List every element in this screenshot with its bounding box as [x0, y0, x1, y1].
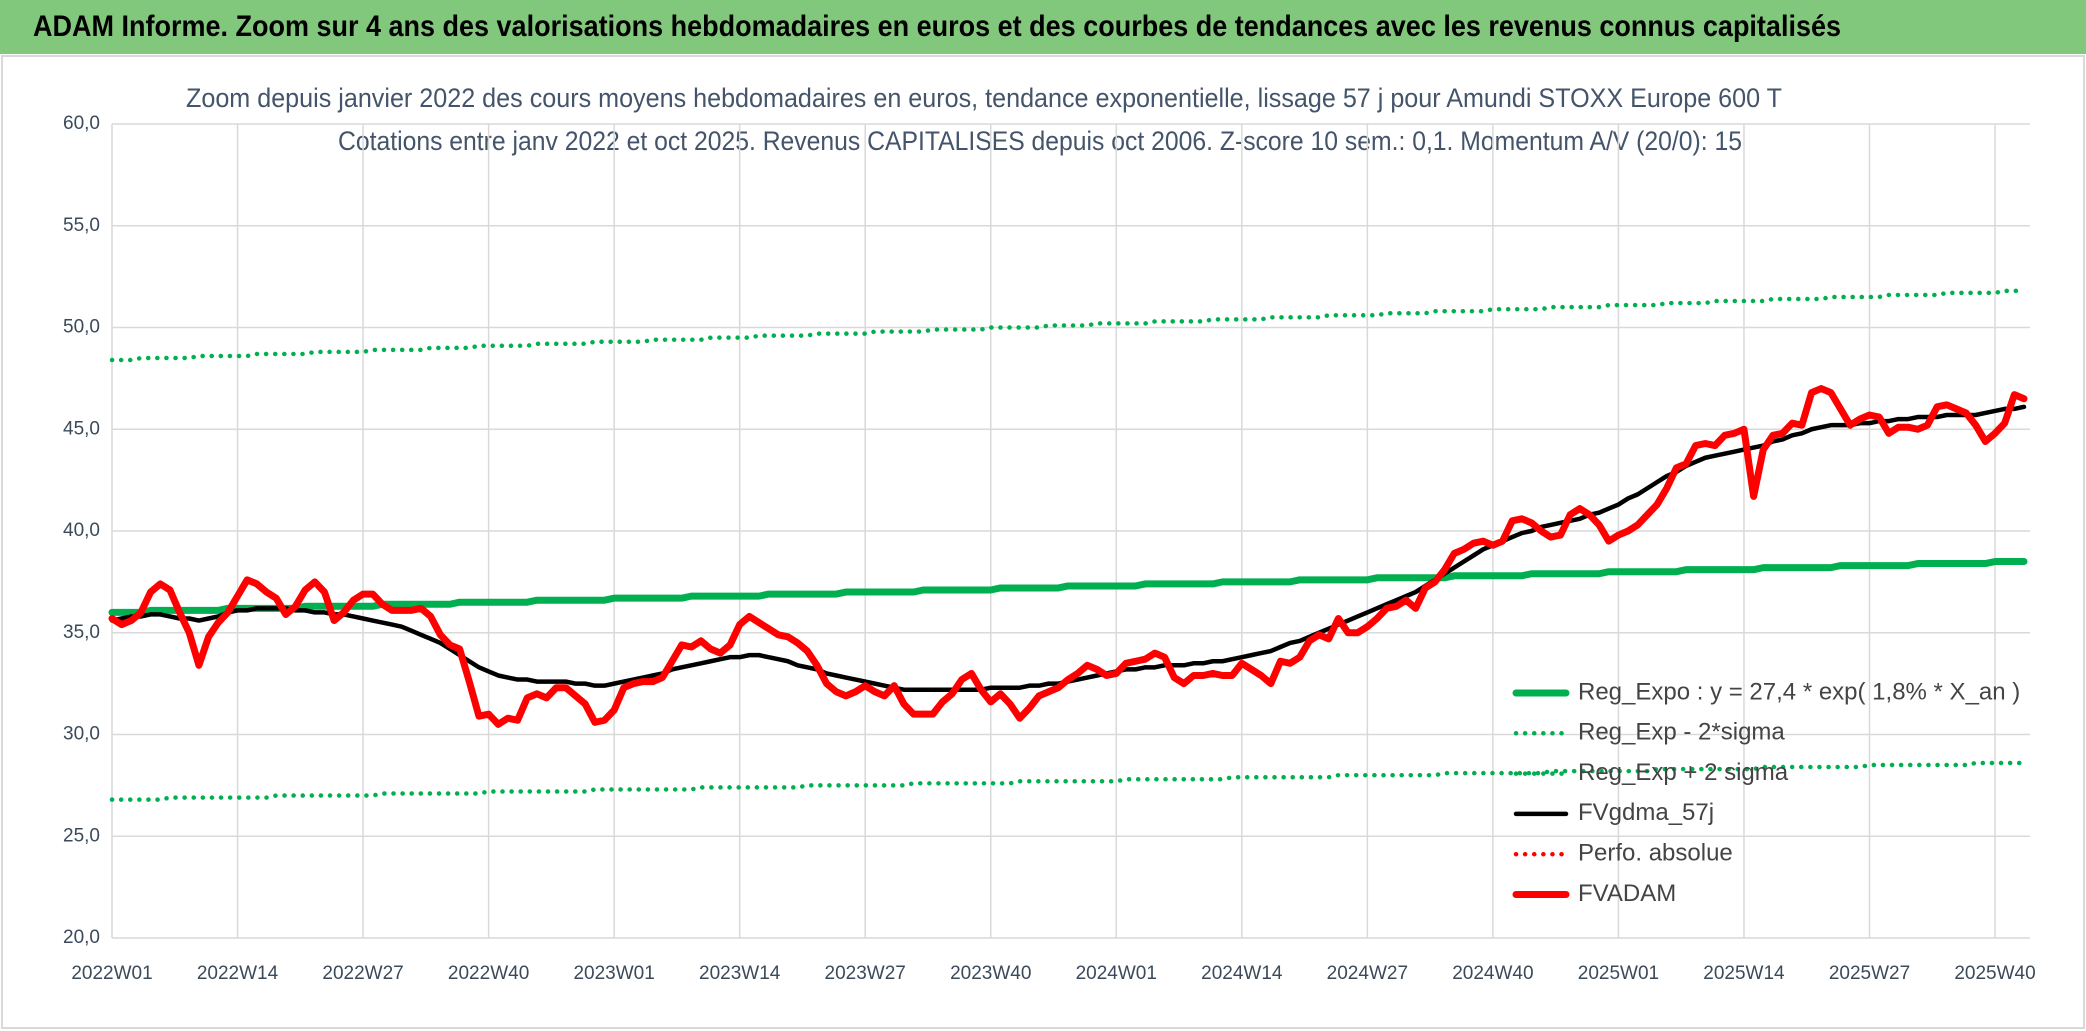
chart-title: Zoom depuis janvier 2022 des cours moyen…: [186, 83, 1782, 113]
legend-label: FVADAM: [1578, 880, 1676, 907]
y-tick-label: 55,0: [63, 215, 100, 236]
y-tick-label: 50,0: [63, 317, 100, 338]
x-tick-label: 2023W01: [573, 963, 654, 984]
chart-frame: [1, 55, 2085, 1029]
x-tick-label: 2024W40: [1452, 963, 1533, 984]
series-line: [108, 385, 2028, 728]
legend-label: Reg_Exp + 2 sigma: [1578, 759, 1789, 786]
x-tick-label: 2025W01: [1578, 963, 1659, 984]
x-tick-label: 2023W14: [699, 963, 781, 984]
banner-background: [0, 0, 2086, 54]
x-tick-label: 2023W40: [950, 963, 1031, 984]
series-line: [108, 558, 2028, 616]
y-tick-label: 45,0: [63, 418, 100, 439]
x-tick-label: 2022W27: [322, 963, 403, 984]
y-tick-label: 20,0: [63, 927, 100, 948]
y-tick-label: 40,0: [63, 520, 100, 541]
x-tick-label: 2022W01: [71, 963, 152, 984]
x-tick-label: 2025W40: [1954, 963, 2035, 984]
x-tick-label: 2022W40: [448, 963, 529, 984]
x-tick-label: 2025W14: [1703, 963, 1785, 984]
y-tick-label: 25,0: [63, 825, 100, 846]
y-tick-label: 35,0: [63, 622, 100, 643]
x-tick-label: 2022W14: [197, 963, 279, 984]
y-tick-label: 60,0: [63, 113, 100, 134]
y-tick-label: 30,0: [63, 724, 100, 745]
legend-label: Reg_Expo : y = 27,4 * exp( 1,8% * X_an ): [1578, 678, 2020, 705]
x-tick-label: 2024W01: [1076, 963, 1157, 984]
series-line: [109, 288, 2027, 363]
x-tick-label: 2024W27: [1327, 963, 1408, 984]
legend-label: Perfo. absolue: [1578, 840, 1733, 867]
x-tick-label: 2024W14: [1201, 963, 1283, 984]
x-tick-label: 2025W27: [1829, 963, 1910, 984]
x-tick-label: 2023W27: [825, 963, 906, 984]
series-line: [109, 760, 2027, 802]
banner-title: ADAM Informe. Zoom sur 4 ans des valoris…: [33, 10, 1841, 43]
chart-subtitle: Cotations entre janv 2022 et oct 2025. R…: [338, 126, 1742, 156]
legend-label: Reg_Exp - 2*sigma: [1578, 719, 1785, 746]
legend-label: FVgdma_57j: [1578, 799, 1714, 826]
